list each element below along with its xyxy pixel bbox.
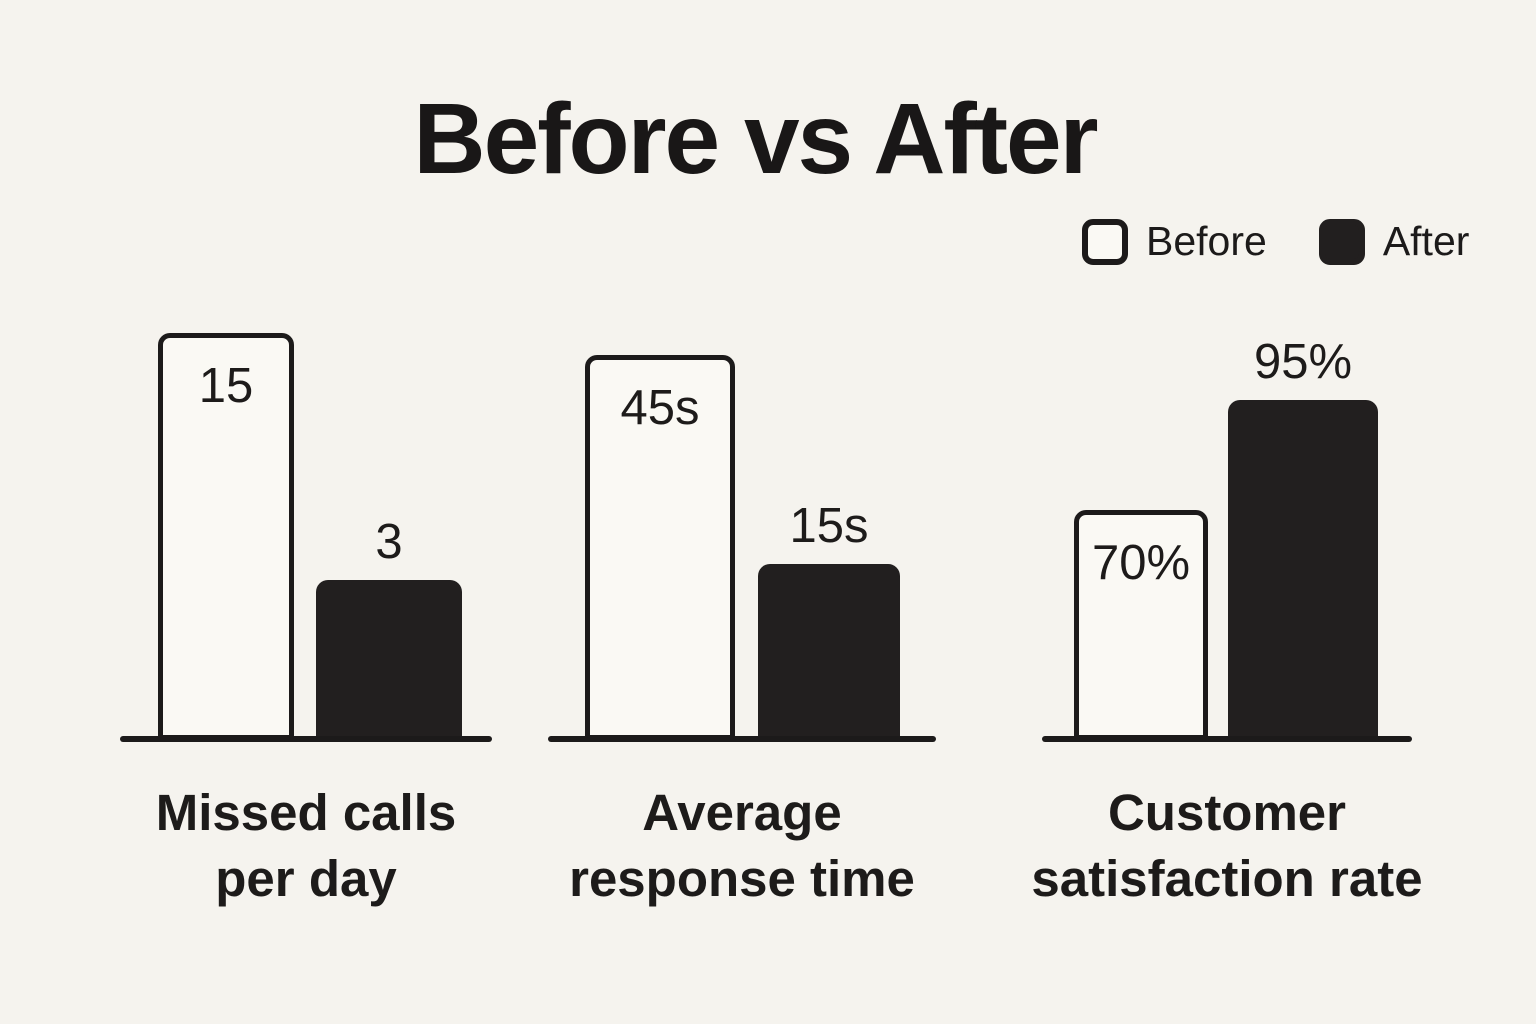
category-label-missed-calls: Missed calls per day <box>6 780 606 912</box>
bar-value-after-missed-calls: 3 <box>375 515 403 569</box>
legend-swatch-before-icon <box>1082 218 1128 265</box>
bar-after-missed-calls <box>316 580 462 740</box>
legend-item-after: After <box>1318 218 1470 265</box>
bar-value-before-response-time: 45s <box>620 381 700 435</box>
legend: Before After <box>1082 218 1469 265</box>
axis-baseline <box>548 736 936 742</box>
category-line-2: satisfaction rate <box>1031 850 1423 907</box>
axis-baseline <box>120 736 492 742</box>
bar-before-missed-calls: 15 <box>158 333 294 740</box>
bar-before-satisfaction-rate: 70% <box>1074 510 1208 740</box>
legend-label-before: Before <box>1146 218 1267 264</box>
category-line-1: Customer <box>1107 784 1347 841</box>
legend-label-after: After <box>1382 218 1470 264</box>
chart-group-satisfaction-rate: 70% 95% Customer satisfaction rate <box>1031 0 1422 1024</box>
legend-item-before: Before <box>1082 218 1267 265</box>
category-label-satisfaction-rate: Customer satisfaction rate <box>927 780 1527 912</box>
bar-value-before-satisfaction-rate: 70% <box>1091 536 1191 590</box>
bar-after-response-time <box>758 564 900 740</box>
bar-after-satisfaction-rate <box>1228 400 1378 740</box>
axis-baseline <box>1042 736 1412 742</box>
bar-before-response-time: 45s <box>585 355 735 740</box>
category-line-1: Missed calls <box>155 784 457 841</box>
bar-value-after-response-time: 15s <box>789 499 869 553</box>
chart-group-response-time: 45s 15s Average response time <box>548 0 936 1024</box>
category-line-1: Average <box>642 784 842 841</box>
category-line-2: response time <box>569 850 915 907</box>
legend-swatch-after-icon <box>1318 218 1365 265</box>
bar-value-after-satisfaction-rate: 95% <box>1253 335 1353 389</box>
category-line-2: per day <box>215 850 397 907</box>
chart-group-missed-calls: 15 3 Missed calls per day <box>120 0 492 1024</box>
bar-value-before-missed-calls: 15 <box>198 359 254 413</box>
chart-title: Before vs After <box>413 83 1098 195</box>
category-label-response-time: Average response time <box>442 780 1042 912</box>
